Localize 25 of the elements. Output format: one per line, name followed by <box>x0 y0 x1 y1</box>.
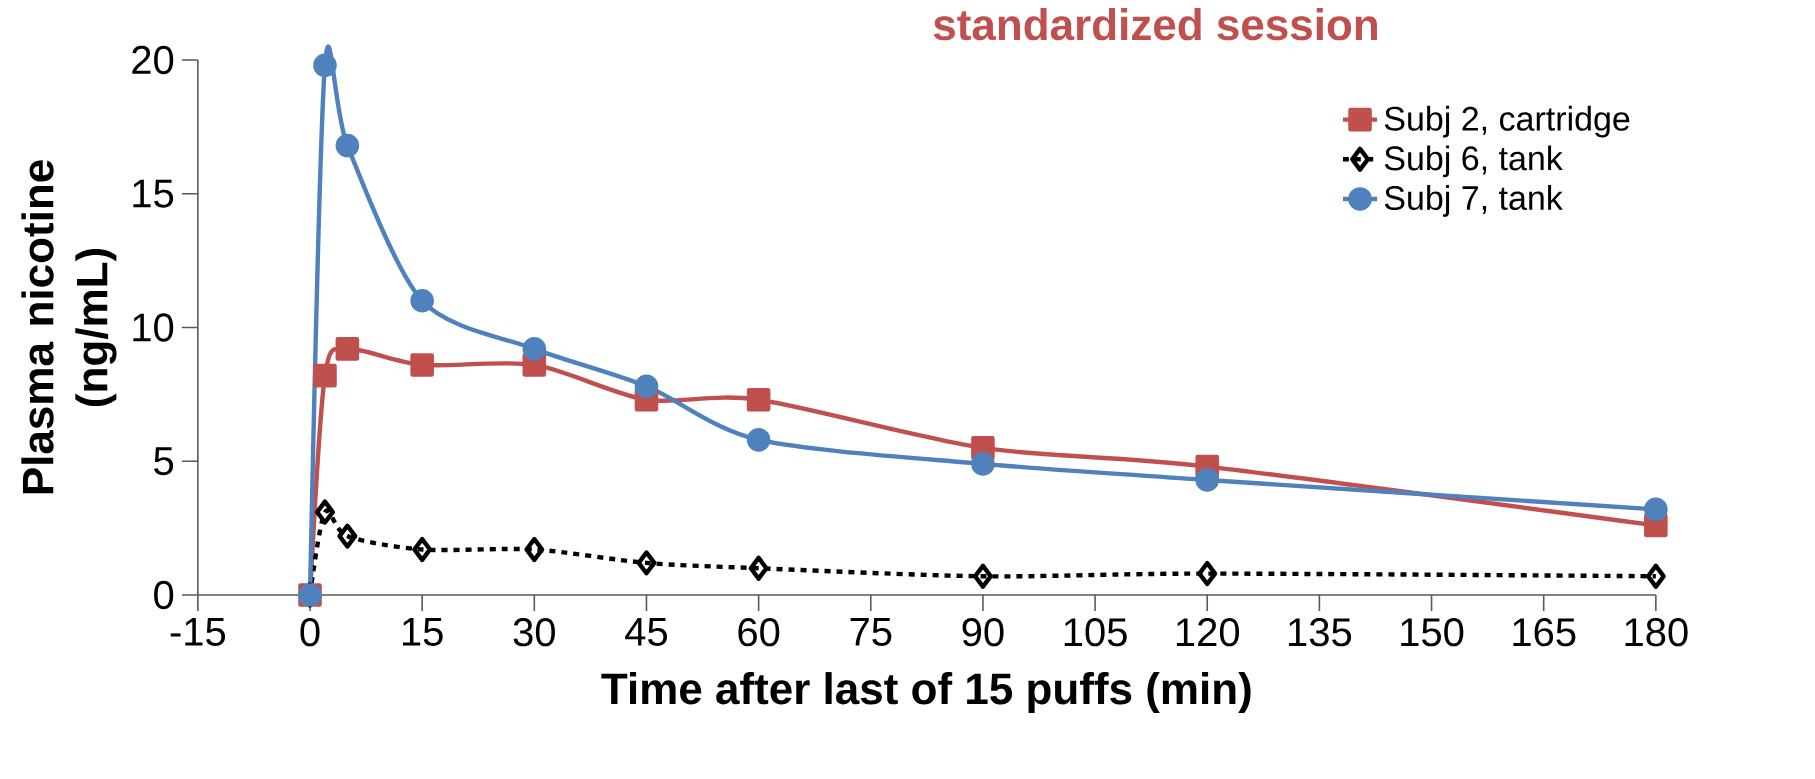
legend-label: Subj 6, tank <box>1384 145 1563 178</box>
x-axis-title: Time after last of 15 puffs (min) <box>601 672 1251 714</box>
y-tick-label: 15 <box>133 179 174 208</box>
x-tick-label: 90 <box>962 618 1004 647</box>
x-tick-label: 75 <box>850 618 892 646</box>
y-axis-title: Plasma nicotine (ng/mL) <box>21 160 117 494</box>
x-tick-label: 150 <box>1401 618 1464 647</box>
x-tick-label: 45 <box>625 618 668 646</box>
x-tick-label: 0 <box>300 618 320 647</box>
x-tick-label: 135 <box>1289 618 1352 647</box>
y-tick-label: 5 <box>154 447 174 476</box>
x-tick-label: 30 <box>513 618 555 647</box>
y-tick-label: 0 <box>154 580 174 610</box>
x-tick-label: 180 <box>1625 618 1688 647</box>
x-tick-label: 60 <box>738 618 780 647</box>
y-tick-label: 10 <box>133 313 174 342</box>
x-tick-label: 15 <box>402 618 443 646</box>
y-tick-label: 20 <box>132 45 174 75</box>
x-tick-label: 105 <box>1064 618 1127 647</box>
x-tick-label: 120 <box>1176 618 1240 647</box>
chart-title: standardized session <box>933 8 1377 41</box>
legend-label: Subj 7, tank <box>1384 185 1563 217</box>
x-tick-label: 165 <box>1513 618 1576 647</box>
x-tick-label: -15 <box>170 618 226 646</box>
legend-label: Subj 2, cartridge <box>1384 105 1630 138</box>
